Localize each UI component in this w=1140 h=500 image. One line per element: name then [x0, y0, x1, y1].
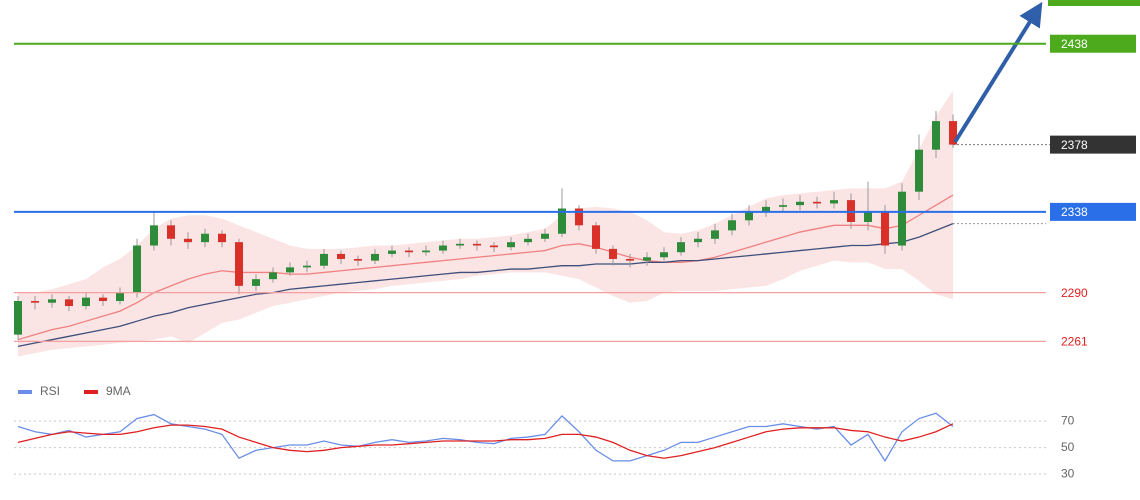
candle-body: [14, 301, 22, 335]
candle-body: [286, 267, 294, 273]
candle-body: [490, 245, 498, 248]
candle-body: [252, 279, 260, 286]
candle-body: [626, 258, 634, 261]
candle-body: [167, 225, 175, 239]
last-price-label: 2378: [1061, 138, 1088, 152]
candle-body: [371, 253, 379, 261]
bollinger-band: [18, 90, 953, 357]
level-label: 2438: [1061, 37, 1088, 51]
candle-body: [116, 292, 124, 302]
candle-body: [762, 206, 770, 212]
candle-body: [507, 242, 515, 248]
candle-body: [48, 299, 56, 303]
candle-body: [609, 248, 617, 259]
candle-body: [711, 230, 719, 239]
price-panel: [14, 90, 957, 357]
level-label: 2290: [1061, 286, 1088, 300]
level-label: 2338: [1061, 205, 1088, 219]
candle-body: [133, 245, 141, 293]
candle-body: [99, 297, 107, 302]
candle-body: [558, 208, 566, 234]
trend-arrow: [953, 1, 1043, 144]
candle-body: [915, 149, 923, 192]
last-price-box: [1050, 135, 1136, 154]
rsi-panel: 30 50 70 RSI 9MA: [14, 384, 1075, 480]
candle-body: [779, 205, 787, 207]
candle-body: [813, 201, 821, 204]
candle-body: [898, 191, 906, 246]
candle-body: [830, 200, 838, 204]
level-label-box: [1050, 34, 1136, 53]
candle-body: [269, 272, 277, 280]
candle-body: [31, 301, 39, 303]
candle-body: [320, 253, 328, 266]
offscreen-level-box: [1048, 0, 1140, 6]
candle-body: [728, 220, 736, 231]
candle-body: [218, 233, 226, 243]
candle-body: [575, 208, 583, 226]
level-label-box: [1050, 202, 1136, 221]
candle-body: [388, 250, 396, 254]
moving-average: [17, 223, 954, 348]
candle-body: [694, 238, 702, 243]
candle-body: [881, 211, 889, 246]
candle-body: [643, 257, 651, 261]
legend-swatch: [84, 390, 98, 394]
candle-body: [337, 253, 345, 259]
candle-body: [745, 211, 753, 221]
candle-body: [456, 243, 464, 246]
candle-body: [235, 242, 243, 286]
candle-body: [524, 238, 532, 243]
candle-body: [592, 225, 600, 249]
candle-body: [660, 252, 668, 258]
candle-body: [422, 250, 430, 253]
candle-body: [405, 250, 413, 253]
candle-body: [677, 242, 685, 253]
candle-body: [796, 201, 804, 206]
candle-body: [473, 243, 481, 246]
moving-average: [17, 194, 954, 341]
level-label: 2261: [1061, 335, 1088, 349]
y-tick-label: 50: [1061, 440, 1075, 454]
indicator-line: [17, 412, 954, 463]
legend-swatch: [18, 390, 32, 394]
indicator-line: [17, 423, 954, 459]
candle-body: [932, 121, 940, 150]
candle-body: [201, 233, 209, 243]
candle-body: [184, 238, 192, 243]
candle-body: [864, 211, 872, 222]
y-tick-label: 30: [1061, 466, 1075, 480]
candle-body: [541, 233, 549, 239]
legend-label: RSI: [40, 384, 60, 398]
candle-body: [82, 297, 90, 307]
candle-body: [303, 265, 311, 268]
legend-label: 9MA: [106, 384, 131, 398]
candle-body: [439, 245, 447, 251]
candle-body: [65, 299, 73, 307]
y-tick-label: 70: [1061, 413, 1075, 427]
candle-body: [150, 225, 158, 246]
candle-body: [949, 121, 957, 145]
candle-body: [354, 258, 362, 261]
